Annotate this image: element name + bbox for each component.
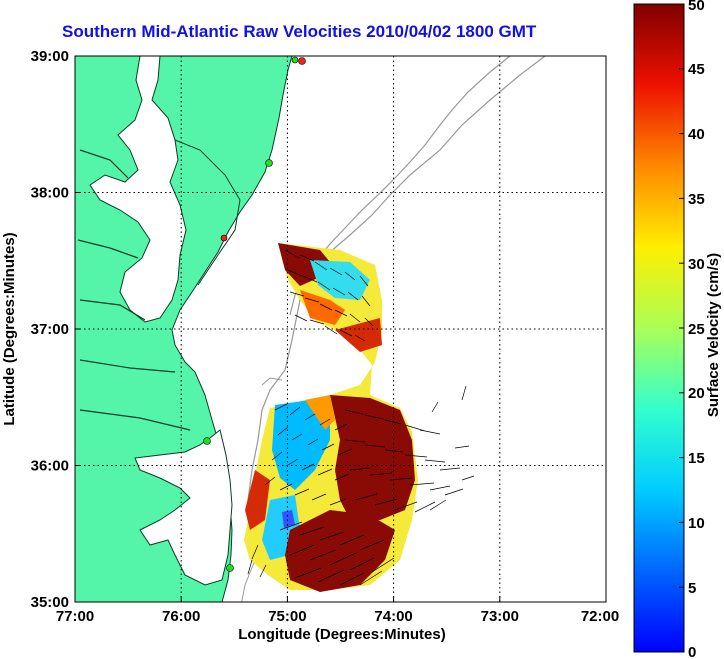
colorbar-label: Surface Velocity (cm/s) — [705, 253, 722, 417]
colorbar-tick-label: 45 — [688, 61, 705, 78]
radar-stations — [203, 56, 306, 572]
station-marker — [203, 437, 211, 445]
station-marker — [265, 159, 273, 167]
pamlico-sound — [134, 429, 233, 586]
x-tick-label: 74:00 — [374, 608, 412, 625]
x-tick-label: 76:00 — [162, 608, 200, 625]
y-tick-label: 36:00 — [31, 458, 69, 475]
axis-ticks — [75, 192, 501, 602]
y-tick-label: 35:00 — [31, 594, 69, 611]
colorbar-tick-label: 35 — [688, 191, 705, 208]
colorbar-tick-label: 30 — [688, 256, 705, 273]
map-title: Southern Mid-Atlantic Raw Velocities 201… — [62, 22, 537, 41]
colorbar-tick-label: 25 — [688, 321, 705, 338]
chesapeake-bay — [89, 56, 187, 323]
colorbar-tick-label: 40 — [688, 126, 705, 143]
y-axis-label: Latitude (Degrees:Minutes) — [1, 232, 18, 425]
velocity-vectors — [247, 249, 475, 586]
x-tick-label: 73:00 — [481, 608, 519, 625]
station-marker — [226, 564, 234, 572]
colorbar-tick-label: 15 — [688, 450, 705, 467]
colorbar-tick-label: 5 — [688, 580, 696, 597]
river-lines — [77, 149, 191, 431]
x-tick-label: 77:00 — [56, 608, 94, 625]
x-tick-label: 75:00 — [268, 608, 306, 625]
y-tick-label: 39:00 — [31, 48, 69, 65]
x-tick-label: 72:00 — [581, 608, 619, 625]
colorbar-tick-label: 10 — [688, 515, 705, 532]
y-tick-labels: 39:00 38:00 37:00 36:00 35:00 — [31, 48, 69, 611]
y-tick-label: 37:00 — [31, 321, 69, 338]
colorbar-ticks — [679, 3, 684, 653]
colorbar-tick-label: 20 — [688, 385, 705, 402]
colorbar-tick-label: 0 — [688, 644, 696, 659]
x-axis-label: Longitude (Degrees:Minutes) — [238, 626, 446, 643]
grid-lines — [75, 56, 606, 602]
station-marker — [298, 57, 306, 65]
x-tick-labels: 77:00 76:00 75:00 74:00 73:00 72:00 — [56, 608, 619, 625]
y-tick-label: 38:00 — [31, 185, 69, 202]
colorbar-tick-label: 50 — [688, 0, 705, 14]
colorbar — [633, 3, 685, 653]
station-marker — [291, 56, 299, 64]
station-marker — [220, 234, 228, 242]
colorbar-tick-labels: 50 45 40 35 30 25 20 15 10 5 0 — [688, 0, 705, 659]
